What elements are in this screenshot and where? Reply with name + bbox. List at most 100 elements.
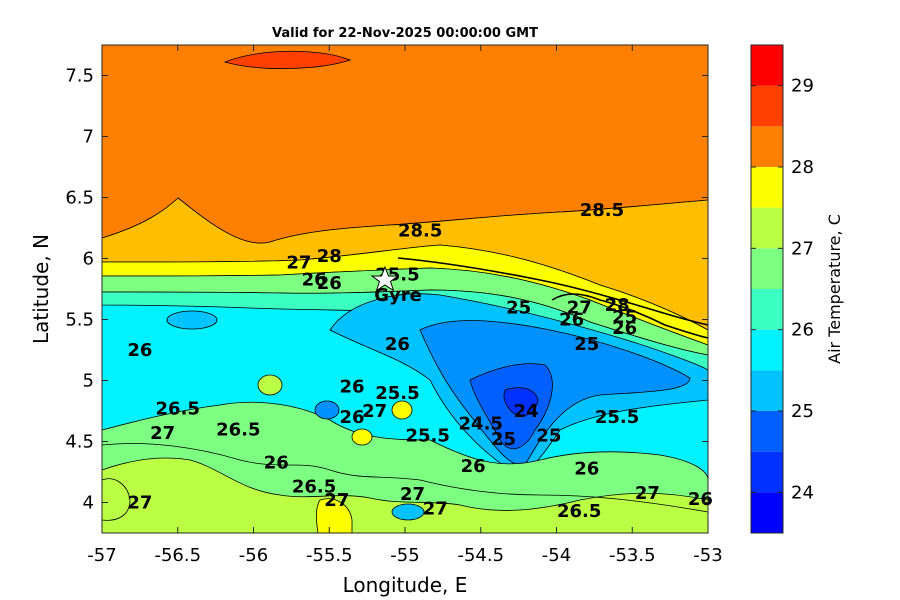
y-tick-label: 5 <box>83 371 94 392</box>
x-tick-label: -54.5 <box>457 545 504 566</box>
colorbar-swatch <box>751 45 783 86</box>
gyre-marker: Gyre <box>370 265 422 306</box>
y-tick-label: 7.5 <box>65 66 94 87</box>
x-tick-label: -54 <box>542 545 571 566</box>
contour-blob-cold-3 <box>391 503 425 521</box>
contour-label: 25 <box>506 297 531 318</box>
contour-label: 28.5 <box>580 200 624 221</box>
colorbar-swatch <box>751 451 783 493</box>
contour-blob-warm-1 <box>391 400 413 420</box>
contour-label: 24 <box>514 401 539 422</box>
colorbar-tick-label: 24 <box>791 482 814 503</box>
contour-label: 26 <box>559 310 584 331</box>
y-axis-label: Latitude, N <box>29 234 53 344</box>
contour-label: 27 <box>423 499 448 520</box>
contour-label: 25.5 <box>406 426 450 447</box>
contour-label: 26 <box>461 456 486 477</box>
x-tick-label: -56.5 <box>154 545 201 566</box>
coastline-east <box>551 293 708 339</box>
colorbar-swatch <box>751 248 783 289</box>
y-tick-label: 6.5 <box>65 188 94 209</box>
contour-region-below-25 <box>419 320 691 466</box>
colorbar: 29 28 27 26 25 24 <box>750 44 814 534</box>
x-tick-label: -53 <box>693 545 722 566</box>
contour-label: 26.5 <box>156 399 200 420</box>
coastline-north <box>397 257 708 326</box>
contour-label: 26 <box>302 269 327 290</box>
x-tick-label: -56 <box>239 545 268 566</box>
star-icon <box>370 265 400 292</box>
contour-label: 26.5 <box>216 419 260 440</box>
contour-label: 28 <box>317 246 342 267</box>
contour-label: 25.5 <box>595 407 639 428</box>
contour-label: 26 <box>612 318 637 339</box>
y-tick-label: 5.5 <box>65 310 94 331</box>
x-tick-label: -57 <box>87 545 116 566</box>
contour-label: 26.5 <box>557 501 601 522</box>
colorbar-swatch <box>751 411 783 452</box>
colorbar-swatch <box>751 289 783 330</box>
marker-label: Gyre <box>374 285 422 306</box>
colorbar-swatch <box>751 167 783 208</box>
x-tick-label: -55 <box>390 545 419 566</box>
contour-blob-west <box>257 374 283 396</box>
colorbar-swatch <box>751 329 783 371</box>
contour-label: 26 <box>688 489 713 510</box>
x-tick-label: -53.5 <box>609 545 656 566</box>
contour-label: 25 <box>536 426 561 447</box>
contour-label: 28.5 <box>398 221 442 242</box>
contour-label: 25 <box>491 429 516 450</box>
x-axis-label: Longitude, E <box>343 573 468 597</box>
contour-label: 27 <box>400 484 425 505</box>
contour-blob-cold-1 <box>314 400 340 420</box>
x-axis: -57 -56.5 -56 -55.5 -55 -54.5 -54 -53.5 -53 <box>87 45 723 566</box>
contour-label: 27 <box>324 490 349 511</box>
contour-label: 26 <box>574 458 599 479</box>
contour-region-sw-27-plus <box>102 478 131 521</box>
colorbar-swatch <box>751 85 783 127</box>
contour-region-above-28-5 <box>223 50 352 69</box>
y-tick-label: 4.5 <box>65 432 94 453</box>
contour-label: 26 <box>264 452 289 473</box>
contour-label: 26 <box>339 407 364 428</box>
colorbar-tick-label: 25 <box>791 401 814 422</box>
contour-region-below-24 <box>503 387 539 417</box>
colorbar-tick-label: 28 <box>791 157 814 178</box>
y-tick-label: 7 <box>83 127 94 148</box>
contour-label: 27 <box>150 423 175 444</box>
contour-blob-warm-2 <box>351 428 373 446</box>
contour-label: 25 <box>612 307 637 328</box>
contour-region-25-5-to-26 <box>102 289 708 371</box>
contour-label: 27 <box>635 483 660 504</box>
y-tick-label: 6 <box>83 249 94 270</box>
contour-region-south-26-5-plus <box>102 457 708 533</box>
chart-title: Valid for 22-Nov-2025 00:00:00 GMT <box>272 26 538 41</box>
y-tick-label: 4 <box>83 493 94 514</box>
contour-label: 26.5 <box>292 477 336 498</box>
contour-label: 26 <box>127 340 152 361</box>
colorbar-swatch <box>751 207 783 249</box>
colorbar-swatch <box>751 126 783 167</box>
colorbar-tick-label: 29 <box>791 76 814 97</box>
contour-line-south-a <box>102 443 708 513</box>
y-axis: 7.5 7 6.5 6 5.5 5 4.5 4 <box>65 66 708 514</box>
contour-label: 25.5 <box>375 383 419 404</box>
contour-label: 26 <box>317 273 342 294</box>
colorbar-label: Air Temperature, C <box>825 214 844 364</box>
contour-label: 28 <box>605 295 630 316</box>
contour-label: 27 <box>286 252 311 273</box>
contour-label: 27 <box>567 297 592 318</box>
contour-blob-cold-2 <box>166 310 218 330</box>
contour-label: 26 <box>339 377 364 398</box>
colorbar-swatch <box>751 370 783 411</box>
contour-label: 26 <box>385 334 410 355</box>
contour-plot-area <box>102 45 708 533</box>
contour-label: 25 <box>574 334 599 355</box>
colorbar-frame <box>750 44 784 534</box>
x-tick-label: -55.5 <box>306 545 353 566</box>
contour-region-south-27-plus <box>315 498 353 533</box>
contour-label: 27 <box>127 493 152 514</box>
colorbar-tick-label: 26 <box>791 320 814 341</box>
